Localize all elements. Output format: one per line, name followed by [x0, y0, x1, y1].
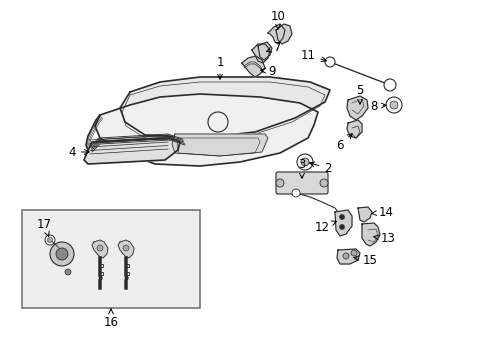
Circle shape: [389, 101, 397, 109]
Circle shape: [296, 154, 312, 170]
Circle shape: [385, 97, 401, 113]
Circle shape: [383, 79, 395, 91]
Circle shape: [65, 269, 71, 275]
Polygon shape: [346, 96, 367, 120]
Text: 12: 12: [314, 220, 336, 234]
Polygon shape: [336, 249, 359, 264]
Text: 11: 11: [300, 49, 325, 62]
Text: 6: 6: [336, 134, 351, 152]
Text: 7: 7: [266, 41, 281, 54]
Circle shape: [291, 189, 299, 197]
Circle shape: [123, 245, 129, 251]
Text: 5: 5: [356, 84, 363, 104]
Circle shape: [339, 225, 344, 230]
Circle shape: [350, 250, 356, 256]
Polygon shape: [251, 44, 269, 63]
Circle shape: [50, 242, 74, 266]
Polygon shape: [361, 223, 379, 246]
Polygon shape: [172, 134, 267, 156]
Text: 2: 2: [309, 162, 331, 175]
Text: 17: 17: [37, 217, 51, 237]
Text: 14: 14: [371, 206, 393, 219]
Polygon shape: [267, 24, 285, 44]
Circle shape: [325, 57, 334, 67]
Text: 9: 9: [260, 64, 275, 77]
Polygon shape: [118, 240, 134, 258]
Circle shape: [339, 215, 344, 220]
Polygon shape: [346, 120, 361, 138]
FancyBboxPatch shape: [275, 172, 327, 194]
Polygon shape: [95, 94, 317, 166]
Circle shape: [56, 248, 68, 260]
Polygon shape: [120, 77, 329, 138]
Text: 1: 1: [216, 55, 224, 79]
Polygon shape: [258, 42, 271, 60]
Text: 13: 13: [373, 233, 395, 246]
Text: 10: 10: [270, 9, 285, 29]
Text: 4: 4: [68, 145, 89, 158]
Polygon shape: [242, 56, 264, 77]
Circle shape: [301, 158, 308, 166]
Text: 16: 16: [103, 309, 118, 328]
Circle shape: [45, 235, 55, 245]
Circle shape: [47, 238, 52, 243]
Polygon shape: [275, 24, 291, 44]
Circle shape: [342, 253, 348, 259]
Polygon shape: [84, 138, 180, 164]
Text: 15: 15: [353, 253, 377, 266]
Polygon shape: [357, 207, 371, 222]
Circle shape: [97, 245, 103, 251]
Circle shape: [275, 179, 284, 187]
Circle shape: [319, 179, 327, 187]
Text: 8: 8: [369, 99, 386, 112]
Bar: [22, 210, 200, 308]
Polygon shape: [92, 240, 108, 258]
Polygon shape: [334, 210, 351, 236]
Text: 3: 3: [298, 158, 305, 178]
